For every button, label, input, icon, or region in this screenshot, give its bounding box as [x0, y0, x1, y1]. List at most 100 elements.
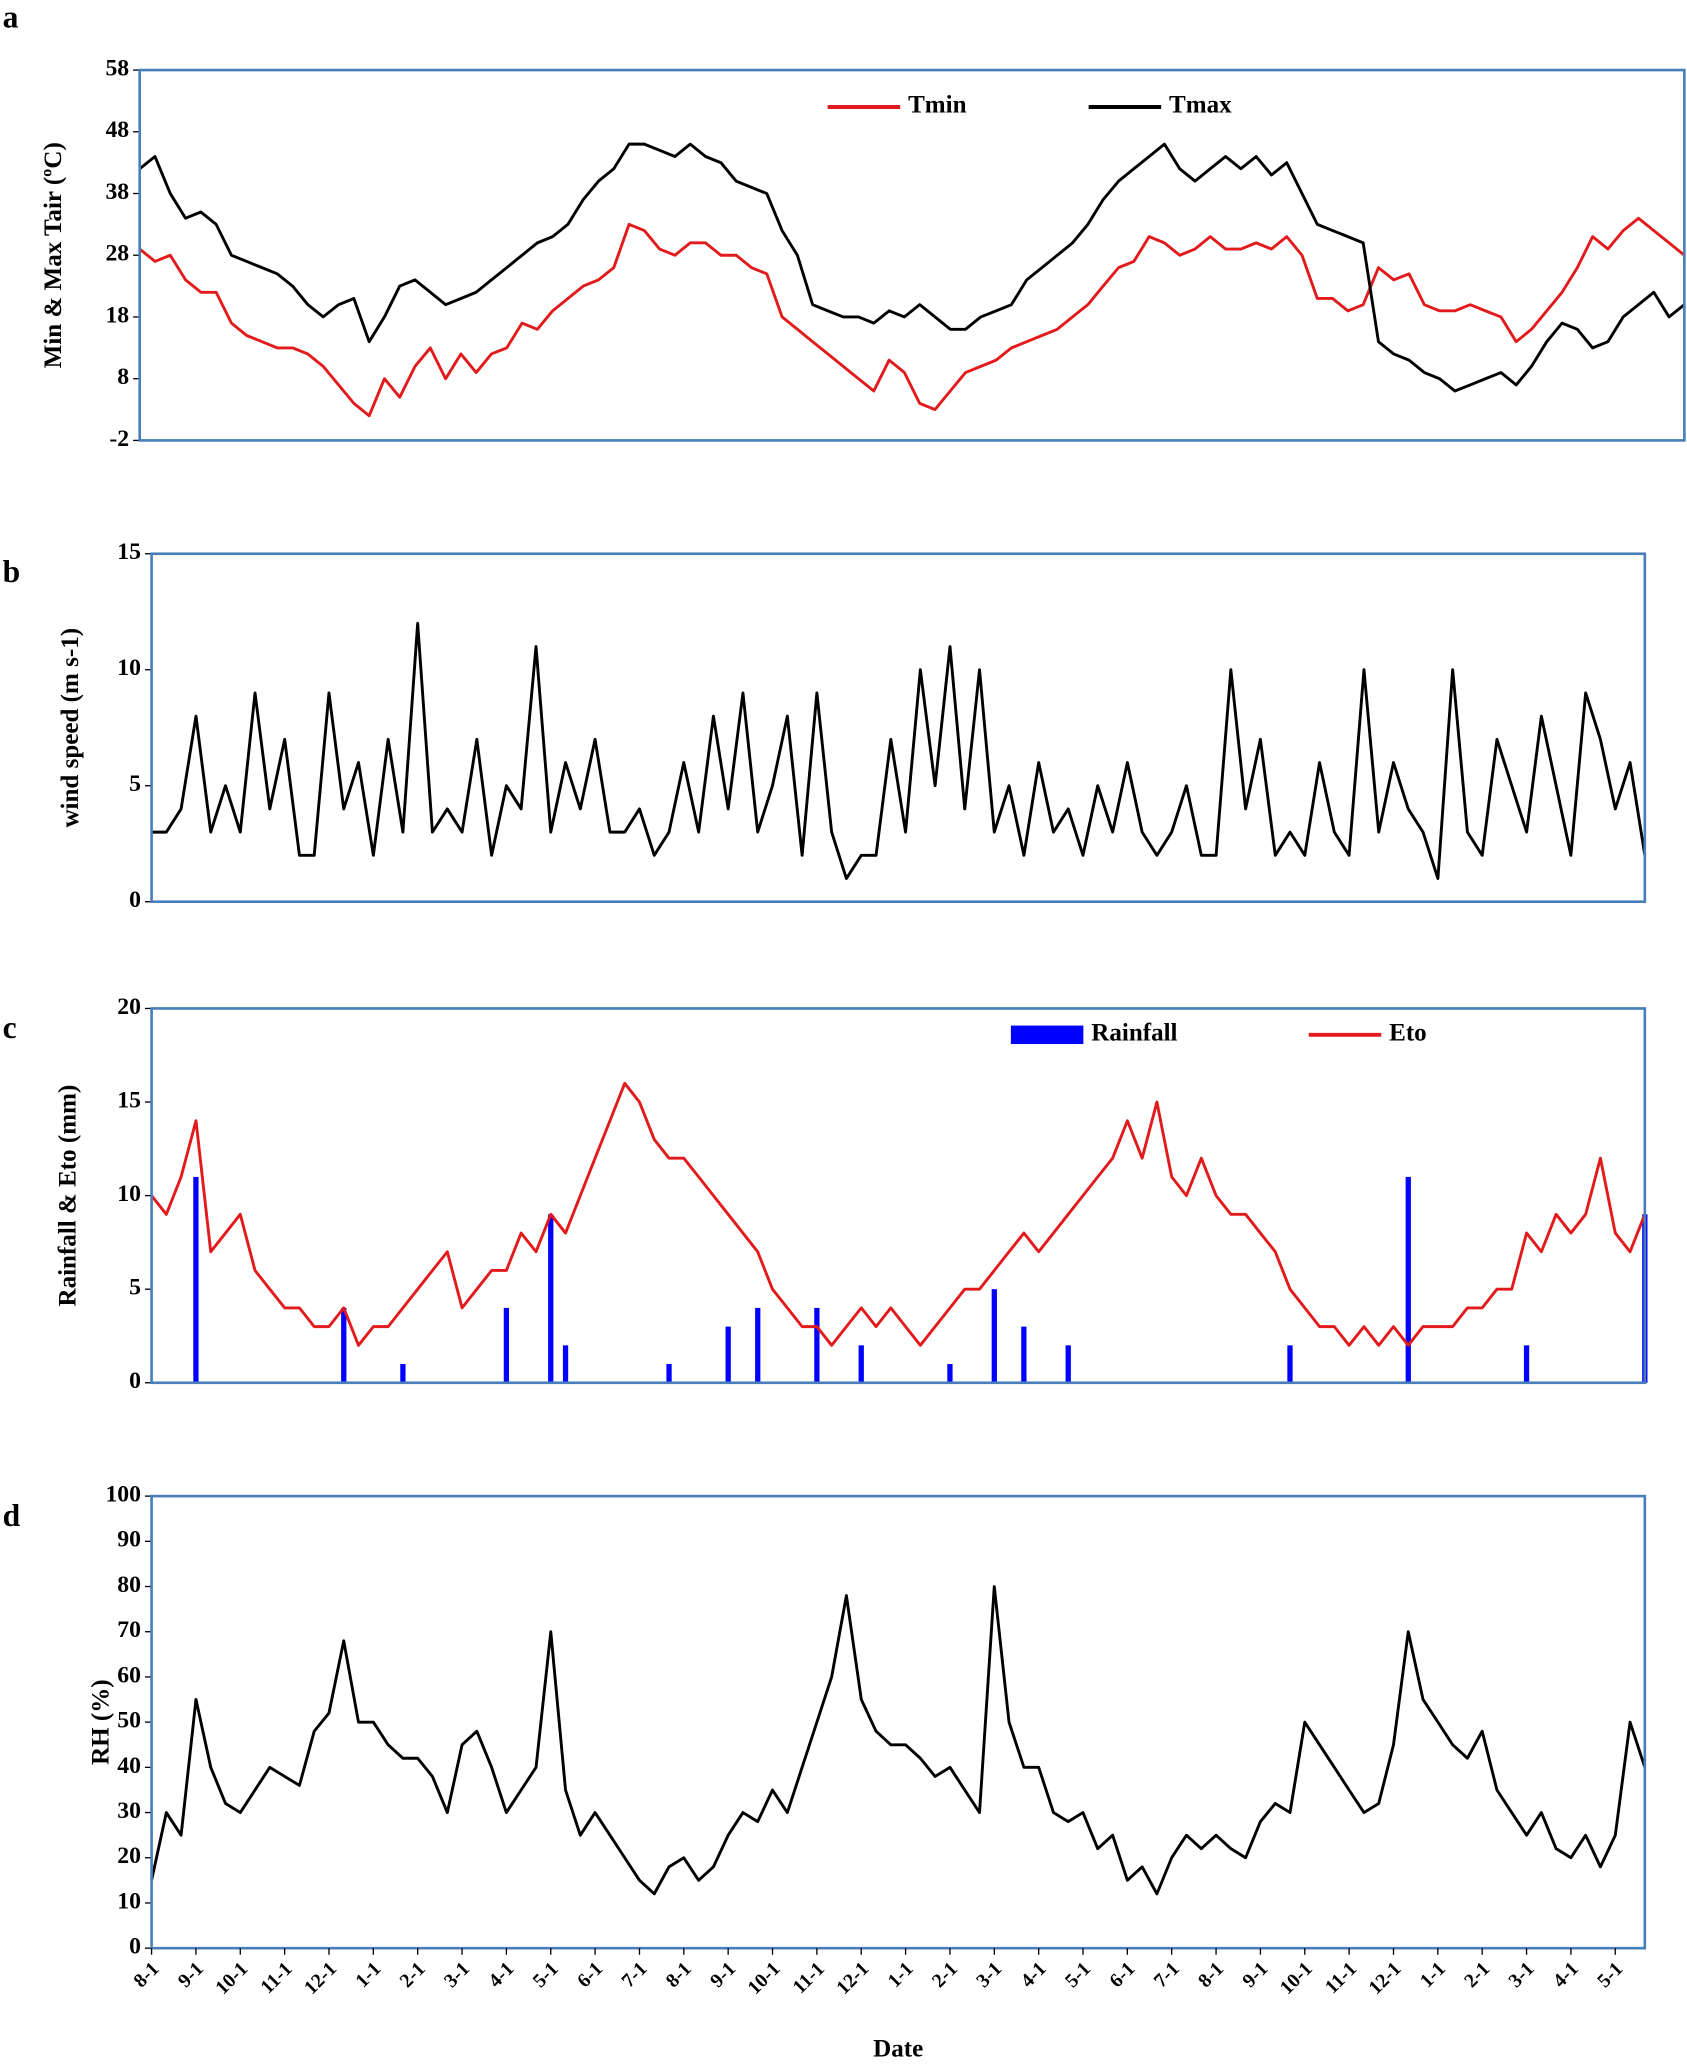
x-tick-label: 1-1: [1416, 1958, 1450, 1992]
bar: [1287, 1345, 1293, 1383]
y-tick-label: 100: [105, 1482, 141, 1508]
bar: [755, 1307, 761, 1383]
x-tick-label: 8-1: [1194, 1958, 1228, 1992]
y-tick-label: 48: [105, 117, 129, 143]
legend-swatch: [1010, 1025, 1084, 1045]
y-axis-label: Rainfall & Eto (mm): [55, 1085, 82, 1307]
legend-label: Eto: [1389, 1020, 1427, 1047]
y-tick-label: 5: [129, 771, 141, 797]
plot-frame: [150, 552, 1647, 904]
bar: [548, 1214, 554, 1383]
x-tick-label: 4-1: [1549, 1958, 1583, 1992]
bar: [193, 1176, 199, 1383]
y-tick-label: 0: [129, 1368, 141, 1394]
y-tick-label: 28: [105, 241, 129, 267]
data-line: [151, 621, 1647, 880]
panel-letter: a: [3, 0, 19, 34]
y-tick-label: 18: [105, 302, 129, 328]
x-tick-label: 5-1: [1061, 1958, 1095, 1992]
x-tick-label: 10-1: [1276, 1958, 1317, 1999]
panel-letter: b: [3, 554, 21, 589]
x-tick-label: 7-1: [617, 1958, 651, 1992]
y-tick-label: 58: [105, 56, 129, 82]
y-tick-label: 15: [117, 1087, 141, 1113]
x-tick-label: 9-1: [1238, 1958, 1272, 1992]
x-tick-label: 11-1: [788, 1958, 828, 1998]
bar: [1405, 1176, 1411, 1383]
y-tick-label: 10: [117, 1181, 141, 1207]
y-tick-label: 5: [129, 1275, 141, 1301]
bar: [1065, 1345, 1071, 1383]
bar: [400, 1364, 406, 1383]
data-line: [150, 1081, 1647, 1347]
bar: [341, 1307, 347, 1383]
x-tick-label: 9-1: [706, 1958, 740, 1992]
x-tick-label: 2-1: [928, 1958, 962, 1992]
bar: [1021, 1326, 1027, 1383]
y-tick-label: 80: [117, 1572, 141, 1598]
y-tick-label: 10: [117, 655, 141, 681]
y-tick-label: 15: [117, 539, 141, 565]
y-tick-label: 0: [129, 1934, 141, 1960]
y-axis-label: wind speed (m s-1): [57, 628, 84, 828]
x-axis-label: Date: [873, 2036, 923, 2063]
x-tick-label: 2-1: [1460, 1958, 1494, 1992]
x-tick-label: 10-1: [211, 1958, 252, 1999]
data-line: [138, 216, 1686, 418]
x-tick-label: 4-1: [1016, 1958, 1050, 1992]
bar: [991, 1289, 997, 1383]
x-tick-label: 3-1: [440, 1958, 474, 1992]
y-tick-label: -2: [109, 426, 129, 452]
bar: [725, 1326, 731, 1383]
x-tick-label: 6-1: [573, 1958, 607, 1992]
bar: [858, 1345, 864, 1383]
y-tick-label: 40: [117, 1753, 141, 1779]
y-tick-label: 38: [105, 179, 129, 205]
data-line: [150, 1585, 1647, 1896]
x-tick-label: 11-1: [256, 1958, 296, 1998]
x-tick-label: 6-1: [1105, 1958, 1139, 1992]
y-tick-label: 20: [117, 1843, 141, 1869]
x-tick-label: 7-1: [1150, 1958, 1184, 1992]
legend-label: Tmax: [1169, 92, 1232, 119]
bar: [503, 1307, 510, 1383]
x-tick-label: 4-1: [484, 1958, 518, 1992]
x-tick-label: 5-1: [1593, 1958, 1627, 1992]
x-tick-label: 12-1: [300, 1958, 341, 1999]
x-tick-label: 3-1: [972, 1958, 1006, 1992]
x-tick-label: 2-1: [396, 1958, 430, 1992]
x-tick-label: 10-1: [743, 1958, 784, 1999]
y-axis-label: RH (%): [88, 1679, 115, 1765]
y-tick-label: 0: [129, 887, 141, 913]
y-tick-label: 10: [117, 1888, 141, 1914]
y-tick-label: 60: [117, 1662, 141, 1688]
bar: [1523, 1345, 1530, 1383]
x-tick-label: 5-1: [529, 1958, 563, 1992]
plot-frame: [150, 1494, 1647, 1950]
y-tick-label: 90: [117, 1527, 141, 1553]
bar: [562, 1345, 569, 1383]
panel-letter: c: [3, 1010, 17, 1045]
y-tick-label: 30: [117, 1798, 141, 1824]
x-tick-label: 12-1: [1364, 1958, 1405, 1999]
y-tick-label: 8: [117, 364, 129, 390]
x-tick-label: 12-1: [832, 1958, 873, 1999]
data-line: [138, 142, 1686, 393]
x-tick-label: 11-1: [1321, 1958, 1361, 1998]
bar: [666, 1364, 672, 1383]
y-tick-label: 70: [117, 1617, 141, 1643]
legend-label: Tmin: [908, 92, 967, 119]
x-tick-label: 9-1: [174, 1958, 208, 1992]
x-tick-label: 3-1: [1504, 1958, 1538, 1992]
bar: [814, 1307, 820, 1383]
bar: [947, 1364, 953, 1383]
x-tick-label: 1-1: [883, 1958, 917, 1992]
x-tick-label: 1-1: [351, 1958, 385, 1992]
x-tick-label: 8-1: [129, 1958, 163, 1992]
x-tick-label: 8-1: [662, 1958, 696, 1992]
legend-label: Rainfall: [1091, 1020, 1177, 1047]
y-tick-label: 50: [117, 1708, 141, 1734]
plot-frame: [138, 68, 1686, 442]
y-axis-label: Min & Max Tair (ºC): [40, 142, 67, 368]
